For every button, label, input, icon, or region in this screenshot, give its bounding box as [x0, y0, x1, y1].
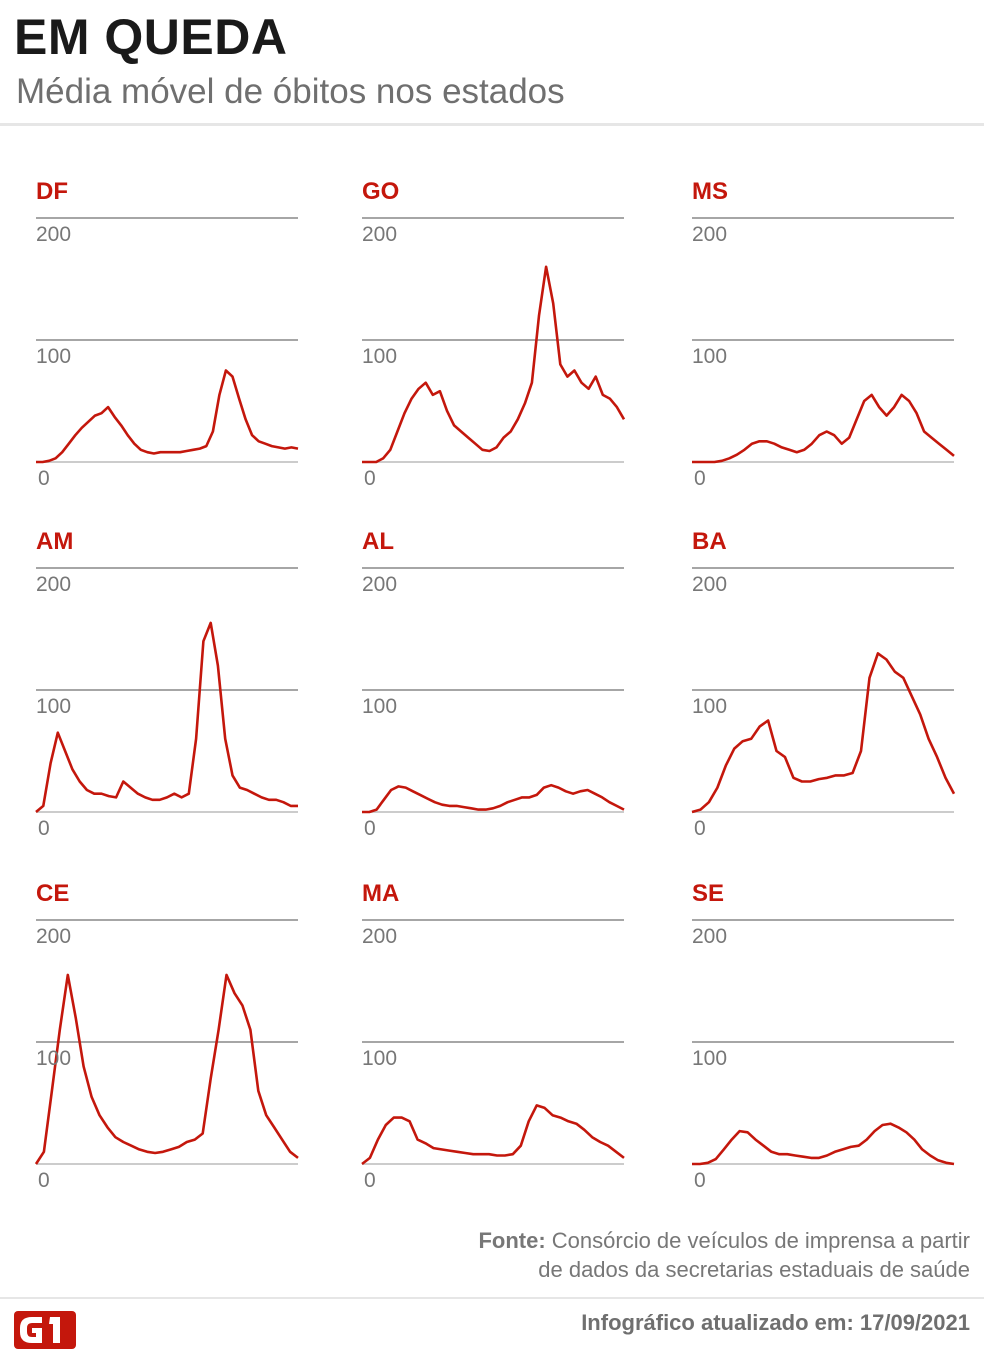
line-chart-ma: [361, 919, 625, 1166]
state-label: CE: [36, 880, 70, 907]
tick-label: 200: [362, 925, 398, 948]
tick-label: 100: [692, 1047, 728, 1070]
page-subtitle: Média móvel de óbitos nos estados: [16, 72, 565, 111]
tick-label: 100: [362, 1047, 398, 1070]
tick-label: 200: [362, 573, 398, 596]
tick-label: 0: [694, 817, 706, 840]
chart-panel-ms: MS 200 100 0: [692, 178, 984, 498]
tick-label: 100: [362, 345, 398, 368]
line-chart-ba: [691, 567, 956, 814]
g1-logo: [14, 1311, 76, 1349]
line-chart-ms: [692, 217, 955, 464]
line-chart-am: [35, 567, 298, 813]
state-label: MS: [692, 178, 728, 205]
chart-panel-df: DF 200 100 0: [36, 178, 336, 498]
tick-label: 100: [692, 345, 728, 368]
tick-label: 0: [694, 1169, 706, 1192]
page-title: EM QUEDA: [14, 9, 288, 65]
tick-label: 0: [364, 817, 376, 840]
line-chart-se: [692, 919, 955, 1166]
source-line-2: de dados da secretarias estaduais de saú…: [538, 1257, 970, 1282]
state-label: AM: [36, 528, 74, 555]
tick-label: 0: [364, 1169, 376, 1192]
chart-panel-al: AL 200 100 0: [362, 528, 662, 848]
line-chart-df: [36, 217, 299, 464]
chart-panel-se: SE 200 100 0: [692, 880, 984, 1200]
tick-label: 200: [36, 573, 72, 596]
line-chart-al: [362, 567, 625, 814]
tick-label: 200: [692, 573, 728, 596]
tick-label: 200: [362, 223, 398, 246]
series-line: [692, 1122, 955, 1166]
source-note: Fonte: Consórcio de veículos de imprensa…: [370, 1226, 970, 1284]
source-line-1: Consórcio de veículos de imprensa a part…: [551, 1228, 970, 1253]
state-label: SE: [692, 880, 725, 907]
tick-label: 0: [38, 1169, 50, 1192]
footer-divider: [0, 1297, 984, 1299]
series-line: [36, 369, 299, 464]
state-label: MA: [362, 880, 400, 907]
tick-label: 100: [36, 1047, 72, 1070]
series-line: [361, 1104, 625, 1166]
chart-panel-go: GO 200 100 0: [362, 178, 662, 498]
tick-label: 100: [36, 345, 72, 368]
state-label: DF: [36, 178, 68, 205]
tick-label: 0: [694, 467, 706, 490]
series-line: [34, 973, 299, 1165]
tick-label: 100: [36, 695, 72, 718]
state-label: BA: [692, 528, 727, 555]
tick-label: 0: [364, 467, 376, 490]
chart-panel-ba: BA 200 100 0: [691, 528, 984, 848]
tick-label: 100: [692, 695, 728, 718]
chart-panel-ma: MA 200 100 0: [361, 880, 662, 1200]
tick-label: 0: [38, 467, 50, 490]
tick-label: 200: [36, 223, 72, 246]
chart-panel-ce: CE 200 100 0: [34, 880, 336, 1200]
series-line: [362, 265, 626, 464]
state-label: AL: [362, 528, 394, 555]
chart-panel-am: AM 200 100 0: [35, 528, 336, 848]
tick-label: 200: [692, 925, 728, 948]
line-chart-ce: [34, 919, 299, 1165]
series-line: [35, 621, 298, 813]
tick-label: 100: [362, 695, 398, 718]
tick-label: 200: [36, 925, 72, 948]
state-label: GO: [362, 178, 400, 205]
series-line: [362, 783, 625, 814]
tick-label: 0: [38, 817, 50, 840]
header-divider: [0, 123, 984, 126]
source-label: Fonte:: [478, 1228, 546, 1253]
updated-date: Infográfico atualizado em: 17/09/2021: [581, 1310, 970, 1335]
line-chart-go: [362, 217, 626, 464]
tick-label: 200: [692, 223, 728, 246]
series-line: [691, 652, 956, 814]
series-line: [692, 393, 955, 464]
